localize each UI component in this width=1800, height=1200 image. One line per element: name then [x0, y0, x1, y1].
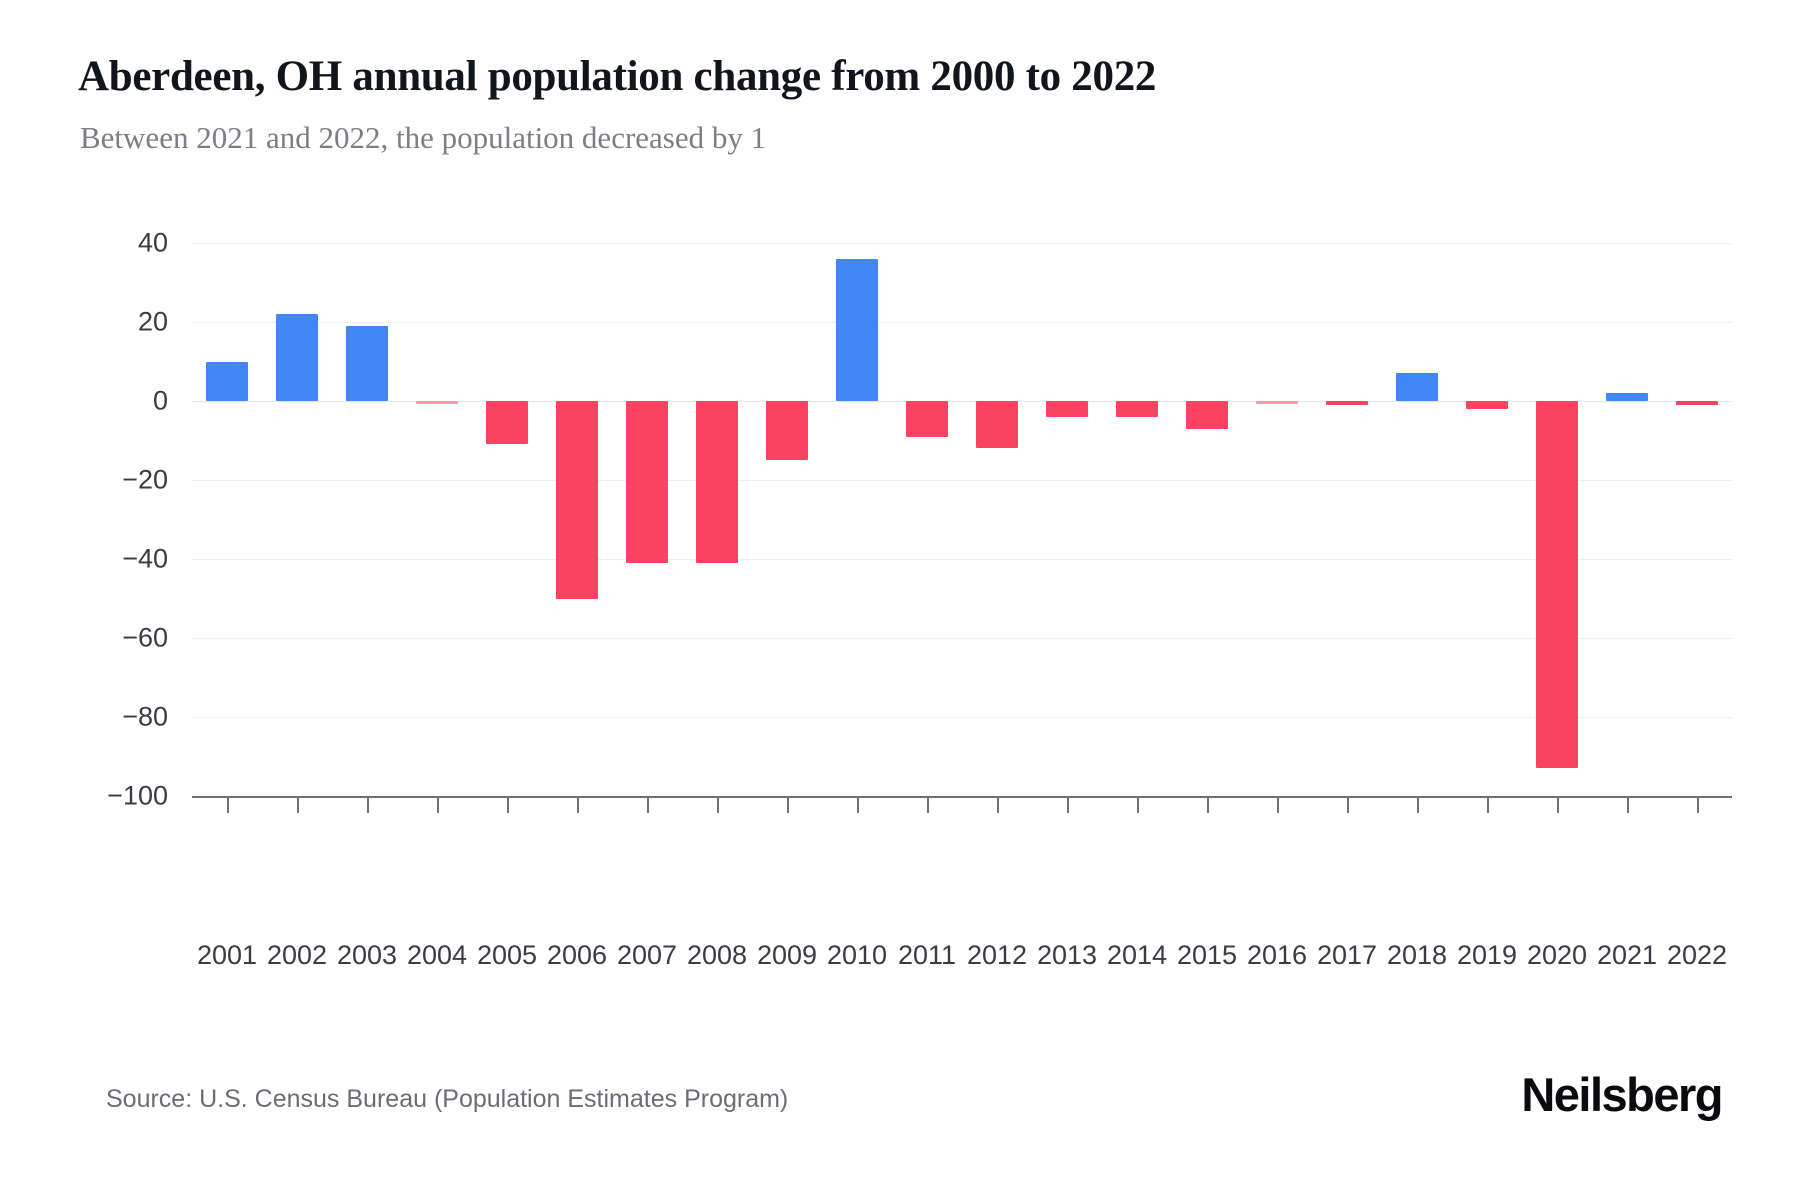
gridline	[192, 322, 1732, 323]
y-axis-tick-label: 0	[152, 385, 168, 416]
x-axis-label-2003: 2003	[336, 940, 398, 970]
bar-2021[interactable]	[1606, 393, 1648, 401]
y-axis-tick-label: 40	[137, 227, 168, 258]
bar-2022[interactable]	[1676, 401, 1718, 405]
x-axis-tick	[437, 796, 439, 813]
gridline	[192, 243, 1732, 244]
bar-2011[interactable]	[906, 401, 948, 437]
x-axis-label-2018: 2018	[1386, 940, 1448, 970]
brand-logo: Neilsberg	[1521, 1068, 1723, 1121]
x-axis-tick	[1137, 796, 1139, 813]
x-axis-tick	[1417, 796, 1419, 813]
bar-2018[interactable]	[1396, 373, 1438, 401]
x-axis-label-2010: 2010	[826, 940, 888, 970]
bar-2001[interactable]	[206, 361, 248, 401]
x-axis-tick	[507, 796, 509, 813]
x-axis-label-2001: 2001	[196, 940, 258, 970]
x-axis-label-2009: 2009	[756, 940, 818, 970]
x-axis-label-2015: 2015	[1176, 940, 1238, 970]
x-axis-tick	[1067, 796, 1069, 813]
x-axis-tick	[297, 796, 299, 813]
x-axis-tick	[1627, 796, 1629, 813]
x-axis-tick	[227, 796, 229, 813]
x-axis-tick	[577, 796, 579, 813]
bar-2008[interactable]	[696, 401, 738, 563]
x-axis-label-2022: 2022	[1666, 940, 1728, 970]
bar-2007[interactable]	[626, 401, 668, 563]
gridline	[192, 717, 1732, 718]
y-axis-tick-label: −40	[122, 543, 168, 574]
x-axis-tick	[787, 796, 789, 813]
x-axis-label-2020: 2020	[1526, 940, 1588, 970]
bar-2016[interactable]	[1256, 401, 1298, 404]
x-axis-label-2008: 2008	[686, 940, 748, 970]
bar-2017[interactable]	[1326, 401, 1368, 405]
x-axis-label-2007: 2007	[616, 940, 678, 970]
bar-2015[interactable]	[1186, 401, 1228, 429]
x-axis-label-2005: 2005	[476, 940, 538, 970]
gridline	[192, 559, 1732, 560]
x-axis-tick	[1347, 796, 1349, 813]
x-axis-tick	[1557, 796, 1559, 813]
y-axis-tick-label: −100	[107, 780, 168, 811]
x-axis-tick	[927, 796, 929, 813]
x-axis-tick	[367, 796, 369, 813]
x-axis-tick	[857, 796, 859, 813]
x-axis-label-2014: 2014	[1106, 940, 1168, 970]
x-axis-label-2021: 2021	[1596, 940, 1658, 970]
x-axis-tick	[1277, 796, 1279, 813]
bar-2019[interactable]	[1466, 401, 1508, 409]
y-axis-tick-label: −60	[122, 622, 168, 653]
y-axis-tick-label: 20	[137, 306, 168, 337]
bar-2006[interactable]	[556, 401, 598, 599]
bar-2014[interactable]	[1116, 401, 1158, 417]
x-axis-label-2019: 2019	[1456, 940, 1518, 970]
bar-2002[interactable]	[276, 314, 318, 401]
gridline	[192, 480, 1732, 481]
x-axis-tick	[1207, 796, 1209, 813]
x-axis-tick	[1487, 796, 1489, 813]
x-axis-label-2017: 2017	[1316, 940, 1378, 970]
x-axis-tick	[1697, 796, 1699, 813]
x-axis-label-2013: 2013	[1036, 940, 1098, 970]
bar-2009[interactable]	[766, 401, 808, 461]
bar-2005[interactable]	[486, 401, 528, 445]
gridline	[192, 638, 1732, 639]
y-axis-tick-label: −20	[122, 464, 168, 495]
x-axis-label-2002: 2002	[266, 940, 328, 970]
plot-area	[192, 243, 1732, 797]
x-axis-tick	[647, 796, 649, 813]
x-axis-line	[192, 796, 1732, 798]
bar-2003[interactable]	[346, 325, 388, 401]
bar-2013[interactable]	[1046, 401, 1088, 417]
x-axis-label-2016: 2016	[1246, 940, 1308, 970]
x-axis-tick	[997, 796, 999, 813]
x-axis-label-2012: 2012	[966, 940, 1028, 970]
x-axis-label-2006: 2006	[546, 940, 608, 970]
x-axis-label-2004: 2004	[406, 940, 468, 970]
bar-2012[interactable]	[976, 401, 1018, 449]
zero-gridline	[192, 401, 1732, 402]
source-note: Source: U.S. Census Bureau (Population E…	[106, 1085, 789, 1113]
x-axis-tick	[717, 796, 719, 813]
bar-2020[interactable]	[1536, 401, 1578, 769]
bar-2004[interactable]	[416, 401, 458, 404]
y-axis-tick-label: −80	[122, 701, 168, 732]
x-axis-label-2011: 2011	[897, 940, 957, 970]
page-subtitle: Between 2021 and 2022, the population de…	[80, 120, 767, 155]
bar-2010[interactable]	[836, 258, 878, 401]
page-title: Aberdeen, OH annual population change fr…	[78, 53, 1157, 100]
